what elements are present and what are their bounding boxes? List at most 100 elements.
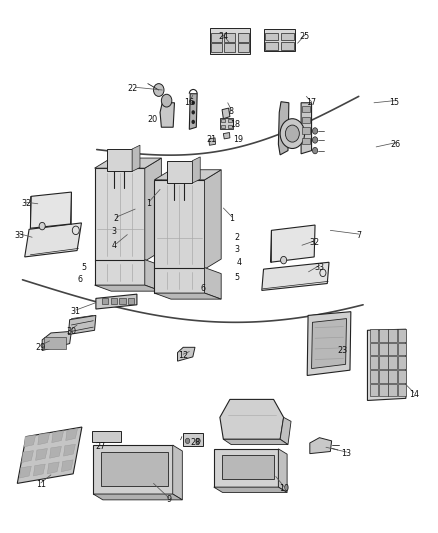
Polygon shape [95,168,145,261]
Text: 10: 10 [279,484,290,493]
Polygon shape [167,161,192,183]
Polygon shape [93,494,182,500]
Text: 3: 3 [112,228,117,237]
Text: 20: 20 [148,115,158,124]
Polygon shape [61,460,73,472]
Circle shape [185,438,190,443]
Text: 6: 6 [78,274,83,284]
Polygon shape [367,329,406,400]
Polygon shape [17,427,82,483]
Polygon shape [52,431,64,442]
Text: 11: 11 [36,480,46,489]
Bar [280,33,294,41]
Text: 25: 25 [300,33,310,42]
Polygon shape [24,435,35,447]
Bar [370,384,378,396]
Polygon shape [107,149,132,171]
Polygon shape [42,332,71,351]
Polygon shape [310,438,332,454]
Bar [379,370,388,383]
Text: 2: 2 [114,214,119,223]
Bar [389,384,397,396]
Bar [280,42,294,50]
Circle shape [39,222,45,230]
Polygon shape [279,449,287,492]
Polygon shape [64,444,75,456]
Polygon shape [38,433,49,445]
Text: 7: 7 [356,231,361,240]
Text: 30: 30 [67,327,76,336]
Polygon shape [307,312,351,375]
Polygon shape [35,448,47,461]
Bar [265,42,278,50]
Bar [111,298,117,304]
Polygon shape [220,118,233,130]
Text: 24: 24 [218,33,229,42]
Polygon shape [280,417,291,445]
Bar [370,329,378,342]
Circle shape [191,120,195,124]
Text: 12: 12 [178,351,188,360]
Text: 33: 33 [14,231,24,240]
Bar [379,357,388,369]
Text: 32: 32 [309,238,319,247]
Bar [221,125,225,128]
Bar [389,329,397,342]
Bar [389,370,397,383]
Bar [92,431,121,442]
Text: 31: 31 [71,307,81,316]
Polygon shape [145,260,161,291]
Text: 23: 23 [337,346,347,355]
Text: 3: 3 [234,245,239,254]
Polygon shape [132,145,140,171]
Text: 4: 4 [236,258,241,266]
Bar [120,298,126,304]
Polygon shape [49,446,61,458]
Polygon shape [154,293,221,299]
Polygon shape [68,316,96,335]
Text: 13: 13 [342,449,351,458]
Polygon shape [209,138,215,146]
Bar [370,357,378,369]
Polygon shape [47,462,59,474]
Bar [211,33,223,42]
Bar [302,106,310,112]
Text: 6: 6 [200,284,205,293]
Bar [379,329,388,342]
Text: 21: 21 [206,135,216,144]
Bar [221,119,225,122]
Text: 29: 29 [36,343,46,352]
Text: 26: 26 [391,140,401,149]
Polygon shape [189,94,197,130]
Polygon shape [222,108,230,119]
Polygon shape [33,464,45,476]
Text: 5: 5 [234,273,239,281]
Bar [237,43,248,52]
Text: 16: 16 [184,98,194,107]
Polygon shape [30,192,71,228]
Polygon shape [95,260,145,285]
Text: 27: 27 [95,442,106,451]
Polygon shape [145,158,161,261]
Bar [211,43,223,52]
Text: 33: 33 [314,263,325,272]
Polygon shape [177,348,195,361]
Circle shape [320,269,326,277]
Bar [228,125,232,128]
Polygon shape [192,157,200,183]
Polygon shape [95,158,161,168]
Bar [389,357,397,369]
Polygon shape [311,319,346,368]
Polygon shape [66,429,78,440]
Bar [265,33,278,41]
Polygon shape [223,439,288,445]
Text: 22: 22 [127,84,138,93]
Text: 14: 14 [409,390,419,399]
Text: 4: 4 [112,241,117,250]
Text: 9: 9 [166,495,171,504]
Polygon shape [214,487,287,492]
Circle shape [191,101,195,105]
Bar [370,370,378,383]
Polygon shape [262,262,329,290]
Bar [102,298,108,304]
